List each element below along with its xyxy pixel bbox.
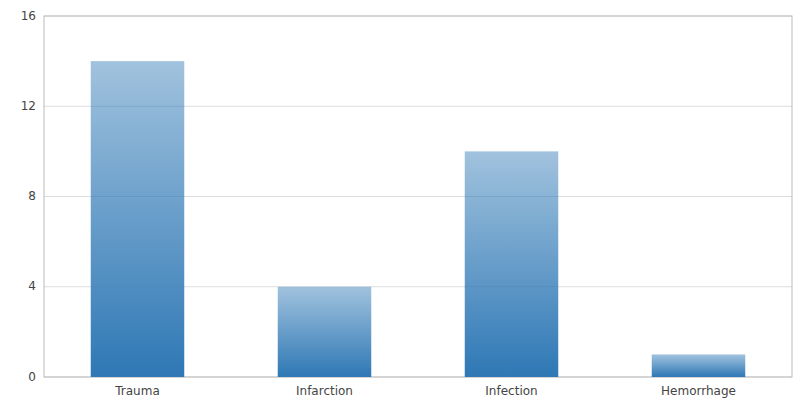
chart-container: 0 4 8 12 16 Trauma Infarction Infection Hemorrha… — [0, 0, 808, 411]
x-tick-label: Infarction — [296, 384, 353, 398]
plot-frame — [44, 16, 792, 377]
bar — [91, 61, 185, 377]
grid — [44, 16, 792, 377]
y-tick-label: 16 — [21, 9, 36, 23]
x-tick-label: Trauma — [114, 384, 160, 398]
bar — [652, 354, 746, 377]
y-tick-label: 8 — [28, 189, 36, 203]
bar — [278, 287, 372, 377]
bars — [91, 61, 746, 377]
y-tick-label: 12 — [21, 99, 36, 113]
y-tick-label: 4 — [28, 279, 36, 293]
axes: 0 4 8 12 16 Trauma Infarction Infection Hemorrha… — [21, 9, 792, 399]
bar — [465, 151, 559, 377]
x-tick-label: Hemorrhage — [661, 384, 736, 398]
y-tick-label: 0 — [28, 370, 36, 384]
x-tick-label: Infection — [485, 384, 537, 398]
chart: 0 4 8 12 16 Trauma Infarction Infection Hemorrha… — [0, 0, 808, 411]
